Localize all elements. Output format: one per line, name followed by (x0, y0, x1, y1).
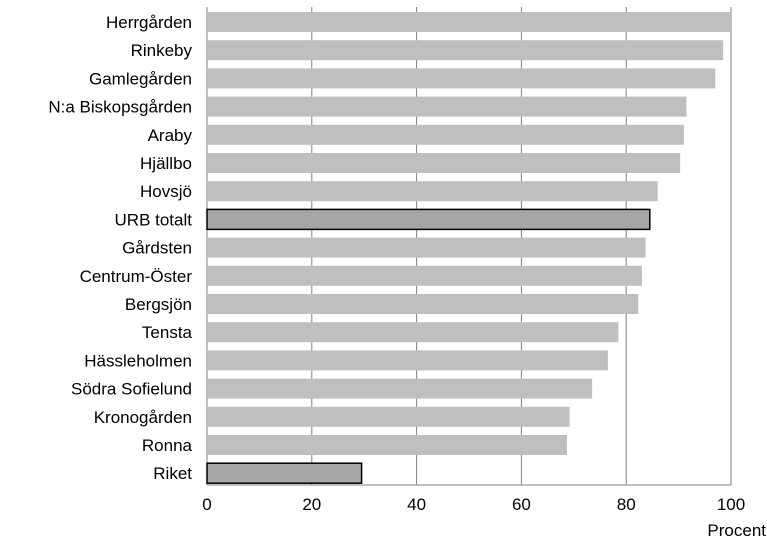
category-label: Gamlegården (89, 69, 192, 88)
x-tick-label: 60 (512, 495, 531, 514)
x-tick-label: 0 (202, 495, 211, 514)
category-label: Hjällbo (140, 154, 192, 173)
bar-1 (207, 40, 724, 61)
bar-15 (207, 435, 567, 455)
bar-4 (207, 124, 684, 145)
bar-10 (207, 294, 639, 314)
bar-9 (207, 265, 642, 286)
bar-2 (207, 68, 716, 89)
category-label: Gårdsten (122, 239, 192, 258)
bar-8 (207, 237, 646, 258)
bars (206, 12, 731, 484)
bar-7 (206, 208, 651, 231)
x-tick-label: 80 (617, 495, 636, 514)
category-label: Riket (153, 464, 192, 483)
category-label: Centrum-Öster (80, 267, 193, 286)
category-label: Kronogården (94, 408, 192, 427)
bar-14 (207, 406, 570, 427)
category-label: Södra Sofielund (71, 380, 192, 399)
category-label: Bergsjön (125, 295, 192, 314)
category-labels: Herrgården Rinkeby Gamlegården N:a Biskopsg… (48, 13, 192, 483)
x-tick-label: 100 (717, 495, 745, 514)
category-label: Araby (148, 126, 193, 145)
bar-0 (207, 12, 731, 32)
category-label: Tensta (142, 323, 193, 342)
category-label: Ronna (142, 436, 193, 455)
category-label: Rinkeby (131, 41, 193, 60)
bar-11 (207, 322, 619, 343)
x-tick-label: 20 (302, 495, 321, 514)
bar-5 (207, 153, 681, 173)
category-label: URB totalt (115, 210, 193, 229)
bar-13 (207, 378, 593, 399)
x-tick-label: 40 (407, 495, 426, 514)
bar-3 (207, 96, 687, 117)
category-label: Hässleholmen (84, 351, 192, 370)
bar-6 (207, 181, 658, 202)
bar-12 (207, 350, 608, 371)
category-label: Herrgården (106, 13, 192, 32)
x-tick-labels: 0 20 40 60 80 100 (202, 495, 745, 514)
category-label: N:a Biskopsgården (48, 98, 192, 117)
category-label: Hovsjö (140, 182, 192, 201)
bar-16 (206, 462, 363, 484)
x-axis-title: Procent (707, 521, 766, 540)
